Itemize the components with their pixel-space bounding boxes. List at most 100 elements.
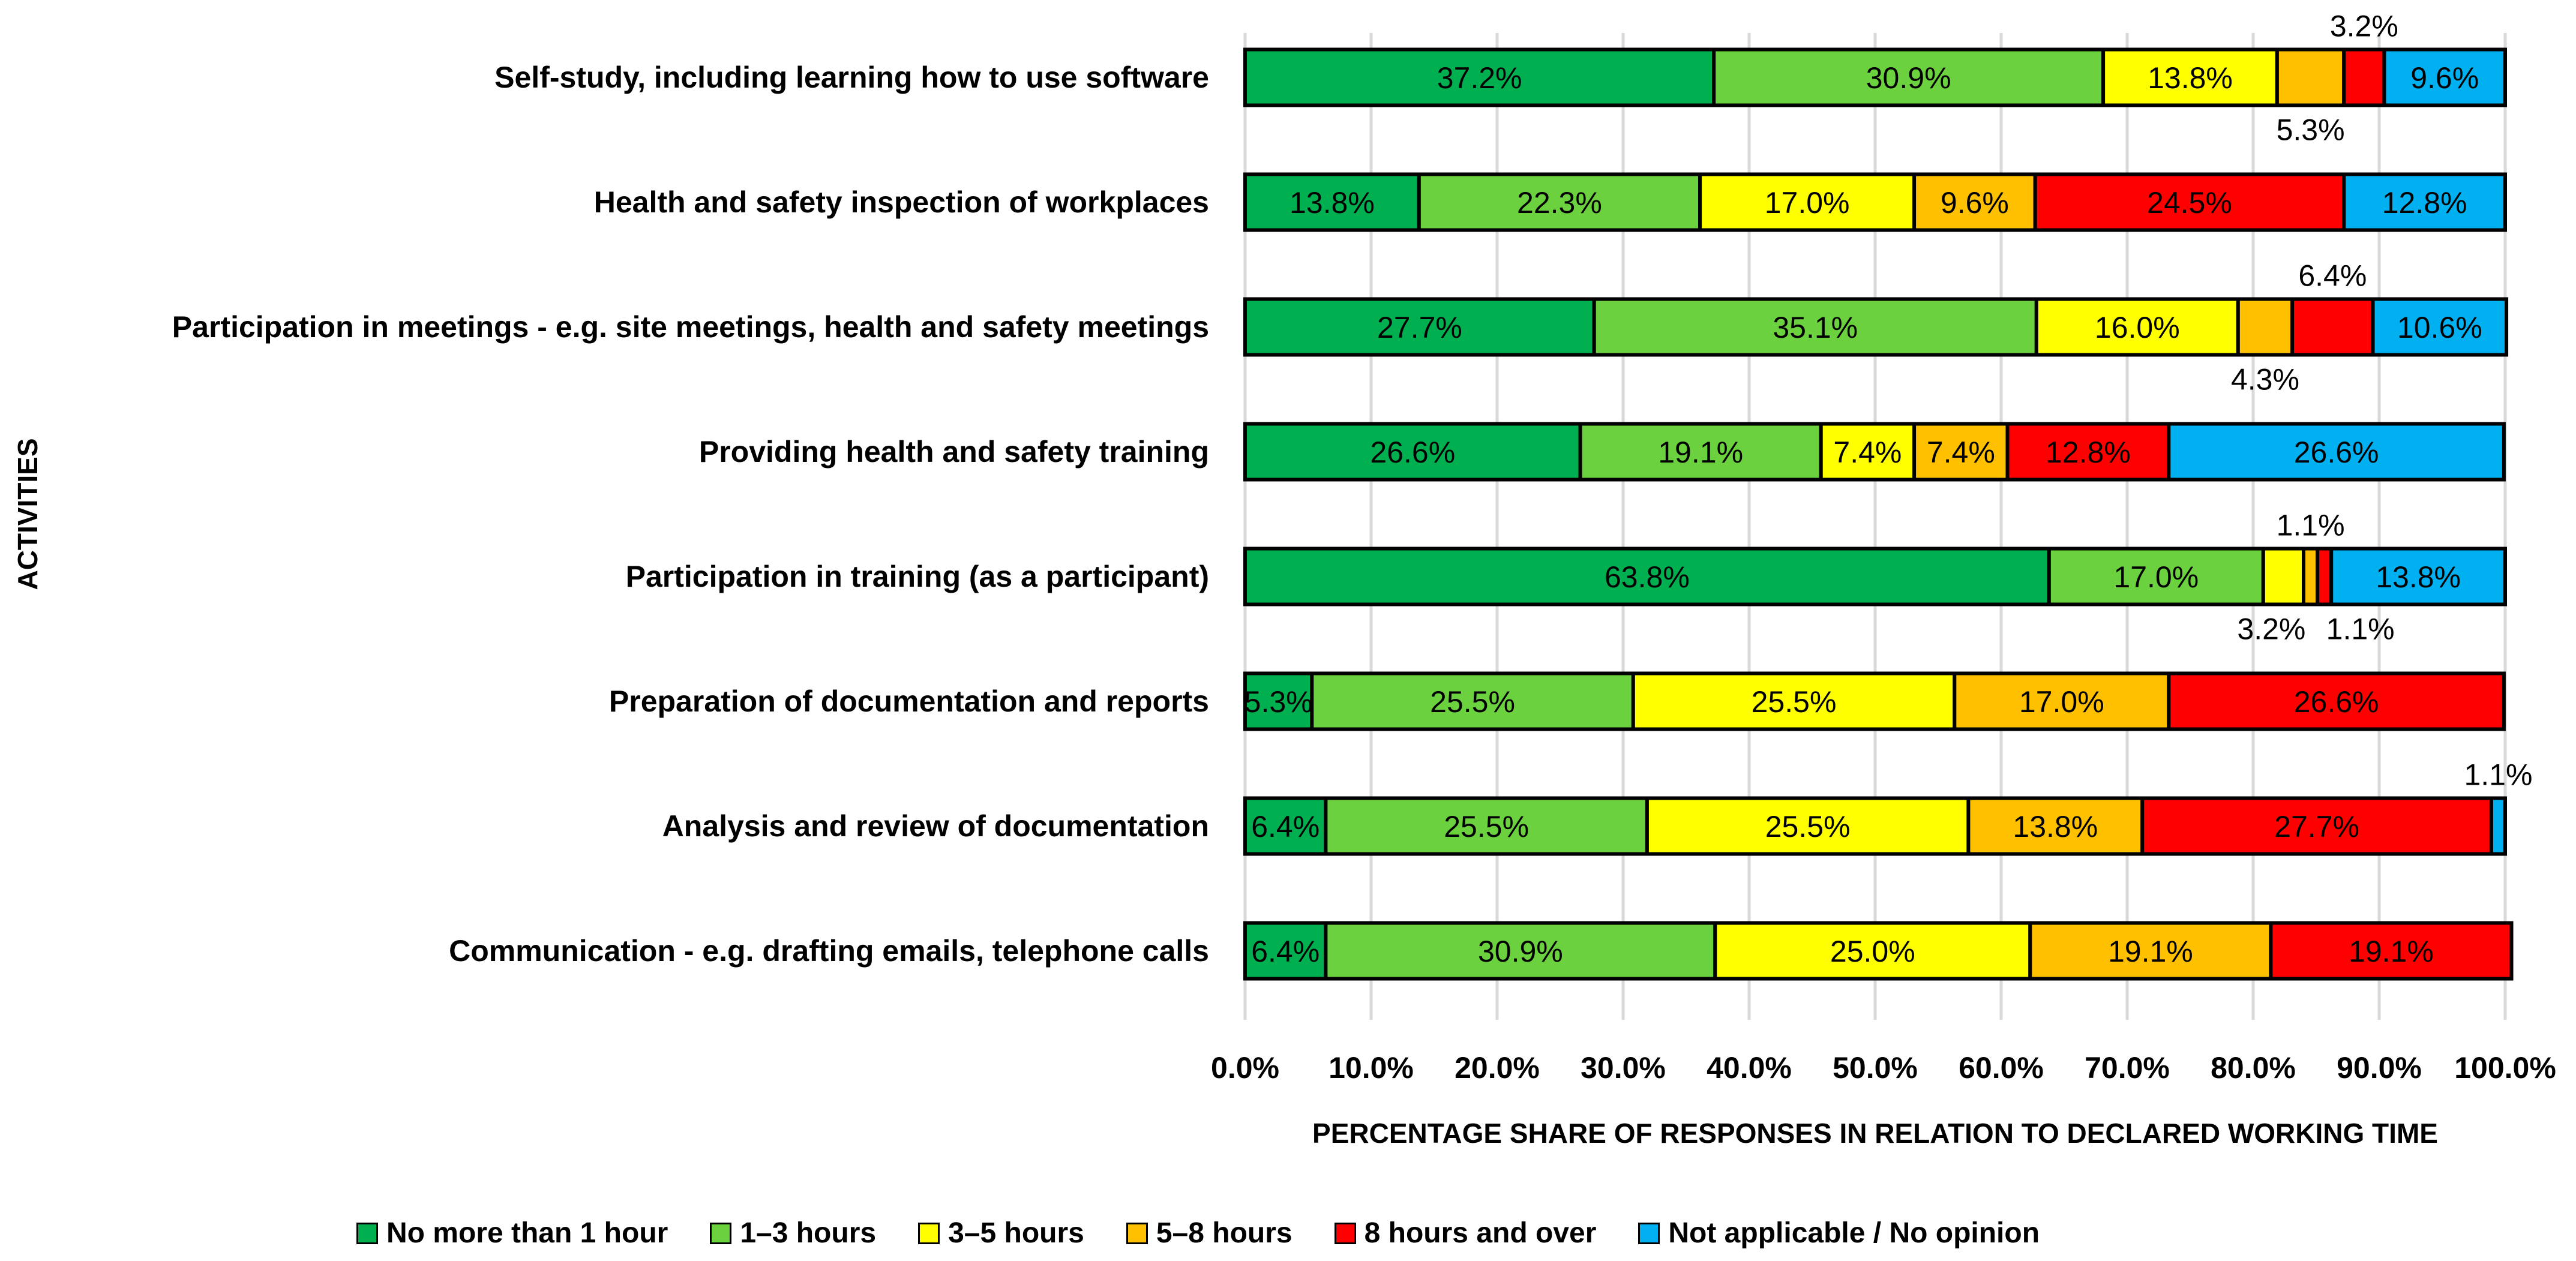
data-label: 25.5% xyxy=(1752,685,1837,719)
legend-item: No more than 1 hour xyxy=(356,1217,668,1250)
x-tick-label: 100.0% xyxy=(2454,1051,2556,1085)
data-label: 25.5% xyxy=(1444,810,1529,843)
data-label: 6.4% xyxy=(2298,259,2367,293)
data-label: 12.8% xyxy=(2046,436,2131,469)
legend-item: 5–8 hours xyxy=(1126,1217,1293,1250)
bar-segment xyxy=(2329,547,2507,607)
data-label: 13.8% xyxy=(2148,61,2233,95)
legend-label: No more than 1 hour xyxy=(386,1217,668,1249)
data-label: 6.4% xyxy=(1251,935,1320,968)
data-label: 10.6% xyxy=(2397,311,2482,344)
legend-label: Not applicable / No opinion xyxy=(1668,1217,2040,1249)
y-axis-title: ACTIVITIES xyxy=(12,438,43,590)
category-label: Communication - e.g. drafting emails, te… xyxy=(449,934,1209,968)
data-label: 27.7% xyxy=(2274,810,2359,843)
bar-segment xyxy=(2236,297,2295,357)
data-label: 17.0% xyxy=(2113,560,2199,594)
data-label: 19.1% xyxy=(2108,935,2193,968)
bar-segment xyxy=(1645,796,1971,856)
x-tick-label: 40.0% xyxy=(1707,1051,1792,1085)
bar-segment xyxy=(2005,422,2171,482)
data-label: 3.2% xyxy=(2330,10,2398,43)
bar-segment xyxy=(1243,47,1716,107)
data-label: 9.6% xyxy=(2410,61,2479,95)
bar-segment xyxy=(1592,297,2038,357)
bar-segment xyxy=(2167,422,2506,482)
legend-item: 3–5 hours xyxy=(918,1217,1084,1250)
x-tick-label: 50.0% xyxy=(1833,1051,1918,1085)
legend-label: 3–5 hours xyxy=(948,1217,1084,1249)
bar-segment xyxy=(1243,297,1596,357)
bar-segment xyxy=(2342,47,2386,107)
data-label: 4.3% xyxy=(2231,363,2299,397)
data-label: 7.4% xyxy=(1833,436,1902,469)
legend-item: 8 hours and over xyxy=(1334,1217,1597,1250)
data-label: 19.1% xyxy=(1658,436,1743,469)
category-label: Participation in meetings - e.g. site me… xyxy=(172,310,1209,344)
data-label: 27.7% xyxy=(1377,311,1462,344)
data-label: 30.9% xyxy=(1866,61,1951,95)
x-tick-label: 0.0% xyxy=(1211,1051,1279,1085)
data-label: 9.6% xyxy=(1941,186,2009,220)
legend-item: Not applicable / No opinion xyxy=(1638,1217,2040,1250)
data-label: 1.1% xyxy=(2464,758,2532,792)
bar-segment xyxy=(2028,921,2273,981)
legend-label: 8 hours and over xyxy=(1364,1217,1597,1249)
x-axis-title: PERCENTAGE SHARE OF RESPONSES IN RELATIO… xyxy=(1312,1118,2438,1149)
bar-segment xyxy=(1953,671,2171,731)
legend-swatch xyxy=(710,1222,732,1244)
bar-segment xyxy=(2382,47,2507,107)
bar-segment xyxy=(2371,297,2509,357)
data-label: 25.5% xyxy=(1765,810,1851,843)
bar-segment xyxy=(2342,172,2507,232)
bar-segment xyxy=(2140,796,2493,856)
data-label: 1.1% xyxy=(2326,613,2395,646)
data-label: 26.6% xyxy=(2294,685,2379,719)
data-label: 17.0% xyxy=(1765,186,1850,220)
bar-segment xyxy=(2034,297,2240,357)
category-label: Health and safety inspection of workplac… xyxy=(594,185,1209,219)
bar-segment xyxy=(1819,422,1917,482)
bar-segment xyxy=(2167,671,2506,731)
category-label: Participation in training (as a particip… xyxy=(626,560,1209,593)
data-labels: 37.2% 30.9% 13.8% 5.3% 3.2% 9.6% 13.8% 22.3% 17.… xyxy=(1244,10,2533,969)
data-label: 22.3% xyxy=(1517,186,1602,220)
data-label: 6.4% xyxy=(1251,810,1320,843)
data-label: 26.6% xyxy=(2294,436,2379,469)
data-label: 37.2% xyxy=(1437,61,1522,95)
data-label: 3.2% xyxy=(2237,613,2305,646)
x-tick-label: 60.0% xyxy=(1959,1051,2044,1085)
bar-segment xyxy=(1698,172,1917,232)
data-label: 24.5% xyxy=(2147,186,2232,220)
category-label: Self-study, including learning how to us… xyxy=(494,61,1209,94)
bar-segment xyxy=(1243,172,1421,232)
data-label: 12.8% xyxy=(2382,186,2467,220)
x-tick-labels: 0.0% 10.0% 20.0% 30.0% 40.0% 50.0% 60.0% 70.0% 8… xyxy=(1211,1051,2556,1085)
legend-label: 5–8 hours xyxy=(1156,1217,1293,1249)
legend: No more than 1 hour 1–3 hours 3–5 hours 5–8… xyxy=(0,1217,2576,1250)
bar-segment xyxy=(2261,547,2306,607)
bar-segment xyxy=(1324,796,1649,856)
data-label: 35.1% xyxy=(1773,311,1858,344)
bar-segment xyxy=(2047,547,2265,607)
data-label: 25.5% xyxy=(1430,685,1515,719)
data-label: 5.3% xyxy=(1244,685,1313,719)
data-label: 26.6% xyxy=(1370,436,1455,469)
bar-segment xyxy=(1243,796,1328,856)
x-tick-label: 30.0% xyxy=(1581,1051,1666,1085)
legend-label: 1–3 hours xyxy=(740,1217,877,1249)
data-label: 5.3% xyxy=(2277,113,2345,147)
data-label: 30.9% xyxy=(1478,935,1563,968)
data-label: 13.8% xyxy=(1290,186,1375,220)
data-label: 13.8% xyxy=(2013,810,2098,843)
bar-segment xyxy=(1243,921,1328,981)
data-label: 19.1% xyxy=(2349,935,2434,968)
bar-segment xyxy=(2302,547,2320,607)
data-label: 63.8% xyxy=(1605,560,1690,594)
legend-swatch xyxy=(1126,1222,1148,1244)
category-labels: Self-study, including learning how to us… xyxy=(172,61,1209,968)
bar-segment xyxy=(2275,47,2346,107)
data-label: 1.1% xyxy=(2277,509,2345,542)
bars xyxy=(1243,47,2514,981)
